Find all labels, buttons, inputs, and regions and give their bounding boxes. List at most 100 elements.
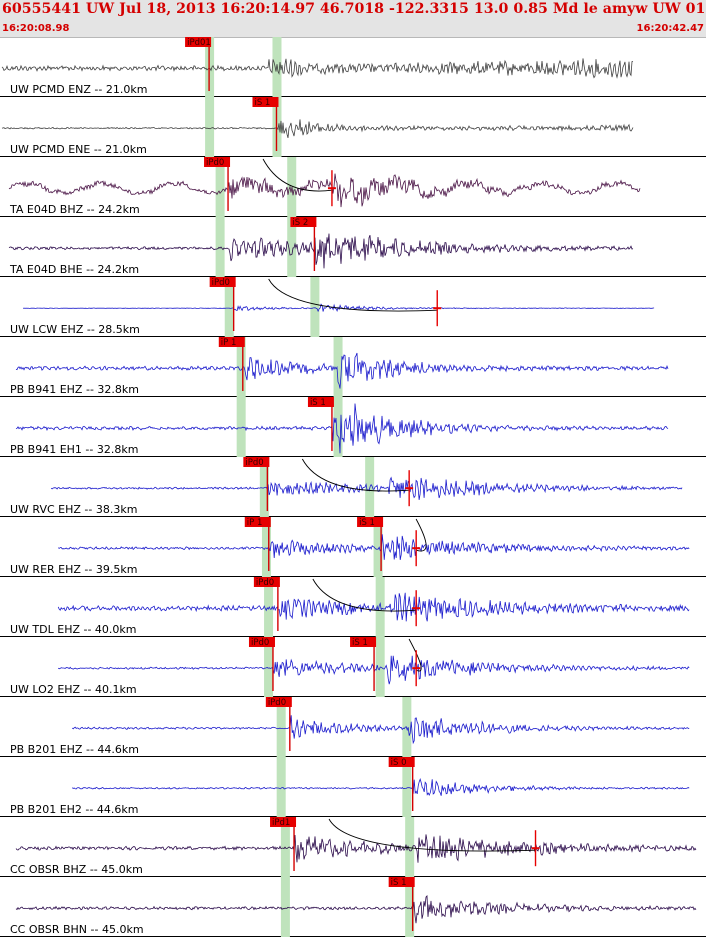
- event-header: 60555441 UW Jul 18, 2013 16:20:14.97 46.…: [0, 0, 706, 38]
- pick-band: [264, 577, 274, 637]
- coda-arc: [312, 578, 417, 612]
- pick-band: [261, 517, 271, 577]
- pick-label-box: [244, 517, 271, 527]
- coda-arc: [415, 518, 427, 552]
- pick-band: [215, 217, 225, 277]
- trace-8: iPd0 UW RVC EHZ -- 38.3km: [0, 457, 706, 517]
- coda-arc: [408, 638, 422, 672]
- pick-band: [215, 157, 225, 217]
- pick-label: iPd1: [272, 818, 290, 828]
- trace-6: iP 1 PB B941 EHZ -- 32.8km: [0, 337, 706, 397]
- pick-label-box: [265, 697, 292, 707]
- waveform: [50, 476, 683, 500]
- window-end-time: 16:20:42.47: [636, 23, 704, 34]
- trace-5: iPd0 UW LCW EHZ -- 28.5km: [0, 277, 706, 337]
- pick-band: [224, 277, 234, 337]
- pick-label: iS 0: [391, 758, 407, 768]
- seismogram-panel: iPd01 UW PCMD ENZ -- 21.0km iS 1 UW PCMD EN…: [0, 37, 706, 937]
- pick-band: [287, 217, 297, 277]
- waveform: [1, 58, 634, 79]
- trace-label: UW LCW EHZ -- 28.5km: [10, 323, 140, 336]
- pick-band: [405, 877, 415, 937]
- waveform: [57, 592, 690, 622]
- pick-label: iPd0: [256, 578, 274, 588]
- coda-arc: [268, 278, 438, 312]
- pick-label-box: [218, 337, 245, 347]
- pick-label-box: [253, 577, 280, 587]
- pick-label-box: [248, 637, 275, 647]
- waveform: [71, 777, 690, 797]
- trace-15: iS 1 CC OBSR BHN -- 45.0km: [0, 877, 706, 937]
- trace-label: PB B941 EHZ -- 32.8km: [10, 383, 139, 396]
- pick-band: [264, 637, 274, 697]
- trace-4: iS 2 TA E04D BHE -- 24.2km: [0, 217, 706, 277]
- pick-label: iPd0: [268, 698, 286, 708]
- pick-label-box: [243, 457, 270, 467]
- trace-2: iS 1 UW PCMD ENE -- 21.0km: [0, 97, 706, 157]
- pick-label: iS 1: [310, 398, 326, 408]
- pick-label: iS 1: [359, 518, 375, 528]
- pick-band: [276, 697, 286, 757]
- pick-band: [402, 697, 412, 757]
- trace-label: TA E04D BHZ -- 24.2km: [9, 203, 140, 216]
- pick-label-box: [357, 517, 384, 527]
- trace-11: iPd0 iS 1 UW LO2 EHZ -- 40.1km: [0, 637, 706, 697]
- pick-label-box: [388, 877, 415, 887]
- pick-label: iS 1: [391, 878, 407, 888]
- trace-1: iPd01 UW PCMD ENZ -- 21.0km: [0, 37, 706, 97]
- trace-3: iPd0 TA E04D BHZ -- 24.2km: [0, 157, 706, 217]
- pick-band: [333, 337, 343, 397]
- pick-label: iS 1: [352, 638, 368, 648]
- trace-13: iS 0 PB B201 EH2 -- 44.6km: [0, 757, 706, 817]
- trace-label: UW LO2 EHZ -- 40.1km: [10, 683, 137, 696]
- waveform: [15, 834, 697, 863]
- trace-14: iPd1 CC OBSR BHZ -- 45.0km: [0, 817, 706, 877]
- waveform: [8, 233, 634, 269]
- pick-label: iS 2: [292, 218, 308, 228]
- pick-label-box: [388, 757, 415, 767]
- waveform: [57, 534, 690, 560]
- pick-label-box: [209, 277, 236, 287]
- trace-label: CC OBSR BHN -- 45.0km: [10, 923, 144, 936]
- waveform: [15, 352, 669, 389]
- pick-band: [276, 757, 286, 817]
- pick-label-box: [350, 637, 377, 647]
- pick-label: iPd01: [187, 38, 211, 48]
- pick-band: [236, 397, 246, 457]
- trace-10: iPd0 UW TDL EHZ -- 40.0km: [0, 577, 706, 637]
- trace-label: PB B941 EH1 -- 32.8km: [10, 443, 138, 456]
- trace-label: TA E04D BHE -- 24.2km: [9, 263, 139, 276]
- pick-band: [259, 457, 269, 517]
- pick-label: iP 1: [247, 518, 263, 528]
- waveform: [1, 119, 634, 139]
- trace-label: UW TDL EHZ -- 40.0km: [10, 623, 137, 636]
- pick-band: [236, 337, 246, 397]
- trace-label: CC OBSR BHZ -- 45.0km: [10, 863, 143, 876]
- pick-label-box: [270, 817, 297, 827]
- pick-band: [205, 97, 215, 157]
- trace-7: iS 1 PB B941 EH1 -- 32.8km: [0, 397, 706, 457]
- waveform: [71, 715, 690, 745]
- waveform: [8, 173, 641, 208]
- pick-label-box: [307, 397, 334, 407]
- pick-label: iPd0: [206, 158, 224, 168]
- event-title: 60555441 UW Jul 18, 2013 16:20:14.97 46.…: [2, 1, 706, 17]
- pick-band: [405, 817, 415, 877]
- pick-band: [280, 877, 290, 937]
- pick-label-box: [204, 157, 231, 167]
- pick-label: iP 1: [221, 338, 237, 348]
- pick-band: [373, 517, 383, 577]
- trace-label: UW RVC EHZ -- 38.3km: [10, 503, 137, 516]
- coda-arc: [328, 818, 536, 852]
- pick-label-box: [252, 97, 279, 107]
- trace-label: PB B201 EHZ -- 44.6km: [10, 743, 139, 756]
- trace-label: PB B201 EH2 -- 44.6km: [10, 803, 138, 816]
- pick-label: iPd0: [245, 458, 263, 468]
- waveform: [15, 895, 697, 924]
- trace-label: UW RER EHZ -- 39.5km: [10, 563, 137, 576]
- pick-label: iPd0: [212, 278, 230, 288]
- waveform: [15, 403, 669, 454]
- trace-label: UW PCMD ENZ -- 21.0km: [10, 83, 147, 96]
- pick-band: [333, 397, 343, 457]
- pick-band: [375, 577, 385, 637]
